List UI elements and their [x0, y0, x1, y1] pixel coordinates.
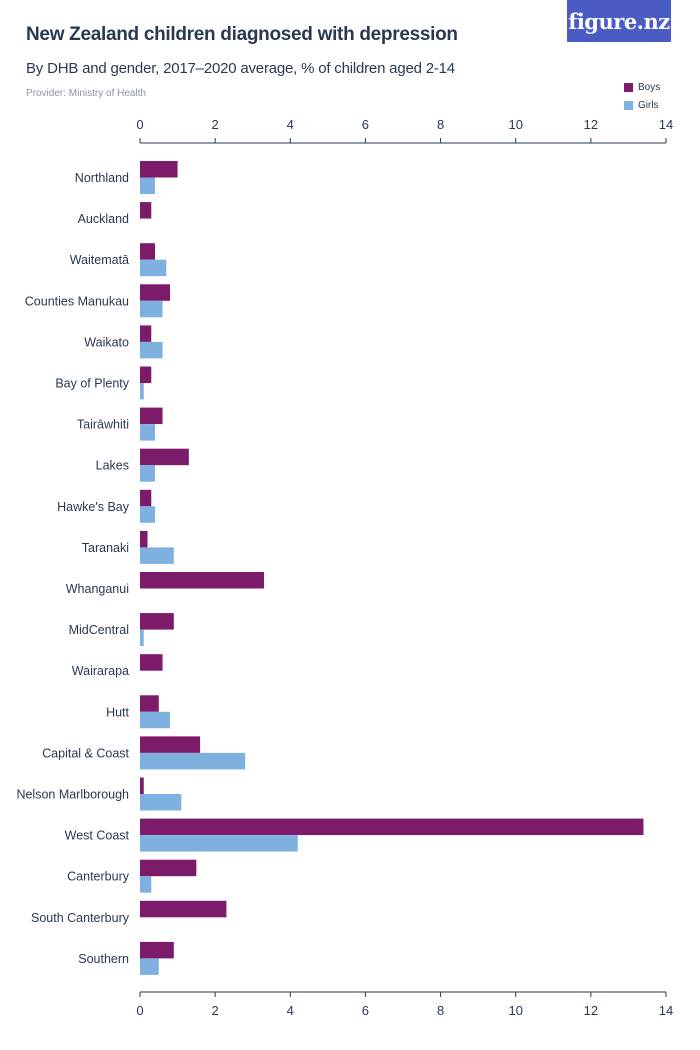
bar-girls — [140, 752, 246, 770]
bar-boys — [140, 284, 171, 301]
bar-boys — [140, 859, 197, 877]
bar-boys — [140, 243, 156, 260]
legend-swatch-boys — [624, 82, 633, 92]
bar-boys — [140, 736, 201, 753]
bar-boys — [140, 366, 152, 383]
bar-boys — [140, 654, 163, 671]
category-label: Capital & Coast — [42, 746, 129, 760]
bar-girls — [140, 835, 298, 852]
bar-boys — [140, 777, 144, 794]
legend-swatch-girls — [624, 100, 633, 110]
bar-girls — [140, 547, 174, 564]
category-label: Canterbury — [67, 870, 130, 884]
bar-boys — [140, 530, 148, 548]
category-label: Waitematā — [70, 253, 129, 267]
bar-boys — [140, 818, 644, 836]
bar-girls — [140, 424, 156, 441]
x-tick-label-bottom: 2 — [212, 1003, 219, 1018]
bar-boys — [140, 407, 163, 425]
bar-girls — [140, 300, 163, 318]
x-tick-label-bottom: 8 — [437, 1003, 444, 1018]
legend-item-boys: Boys — [624, 78, 660, 96]
category-label: Auckland — [78, 212, 129, 226]
x-tick-label-top: 14 — [659, 117, 673, 132]
bar-girls — [140, 794, 182, 811]
x-tick-label-top: 6 — [362, 117, 369, 132]
category-label: Northland — [75, 171, 129, 185]
bar-girls — [140, 711, 171, 729]
x-tick-label-top: 0 — [136, 117, 143, 132]
bar-girls — [140, 341, 163, 359]
bar-boys — [140, 161, 178, 178]
x-tick-label-top: 8 — [437, 117, 444, 132]
x-tick-label-bottom: 0 — [136, 1003, 143, 1018]
category-label: Counties Manukau — [25, 294, 129, 308]
category-label: Southern — [78, 952, 129, 966]
chart-subtitle: By DHB and gender, 2017–2020 average, % … — [26, 60, 455, 77]
figure-nz-logo[interactable]: figure.nz — [567, 0, 671, 42]
category-label: Hawke's Bay — [57, 500, 130, 514]
x-tick-label-bottom: 14 — [659, 1003, 673, 1018]
bar-boys — [140, 900, 227, 918]
category-label: Whanganui — [66, 582, 129, 596]
legend-item-girls: Girls — [624, 96, 660, 114]
bar-boys — [140, 941, 174, 959]
category-label: Hutt — [106, 705, 129, 719]
x-tick-label-bottom: 6 — [362, 1003, 369, 1018]
bar-boys — [140, 325, 152, 342]
x-tick-label-bottom: 4 — [287, 1003, 294, 1018]
legend-label-boys: Boys — [638, 81, 661, 93]
category-label: Bay of Plenty — [55, 377, 129, 391]
category-label: Waikato — [84, 335, 129, 349]
category-label: Lakes — [96, 459, 129, 473]
chart-legend: Boys Girls — [624, 78, 660, 114]
bar-girls — [140, 383, 144, 400]
category-label: Taranaki — [82, 541, 129, 555]
x-tick-label-bottom: 12 — [584, 1003, 598, 1018]
bar-girls — [140, 177, 156, 194]
bar-girls — [140, 876, 152, 893]
category-label: West Coast — [65, 829, 130, 843]
category-label: South Canterbury — [31, 911, 130, 925]
bar-boys — [140, 695, 159, 712]
category-label: Tairāwhiti — [77, 418, 129, 432]
bar-boys — [140, 572, 264, 589]
bar-girls — [140, 958, 159, 975]
bar-boys — [140, 202, 152, 219]
x-tick-label-bottom: 10 — [508, 1003, 522, 1018]
bar-boys — [140, 613, 174, 630]
bar-girls — [140, 506, 156, 523]
x-tick-label-top: 4 — [287, 117, 294, 132]
data-provider: Provider: Ministry of Health — [26, 88, 147, 99]
bar-boys — [140, 489, 152, 507]
legend-label-girls: Girls — [638, 99, 659, 111]
bar-girls — [140, 629, 144, 647]
category-label: Nelson Marlborough — [16, 788, 129, 802]
x-tick-label-top: 10 — [508, 117, 522, 132]
bar-girls — [140, 465, 156, 482]
bar-boys — [140, 448, 189, 466]
category-label: Wairarapa — [72, 664, 129, 678]
chart-title: New Zealand children diagnosed with depr… — [26, 24, 458, 45]
bar-girls — [140, 259, 167, 277]
x-tick-label-top: 2 — [212, 117, 219, 132]
x-tick-label-top: 12 — [584, 117, 598, 132]
category-label: MidCentral — [69, 623, 129, 637]
